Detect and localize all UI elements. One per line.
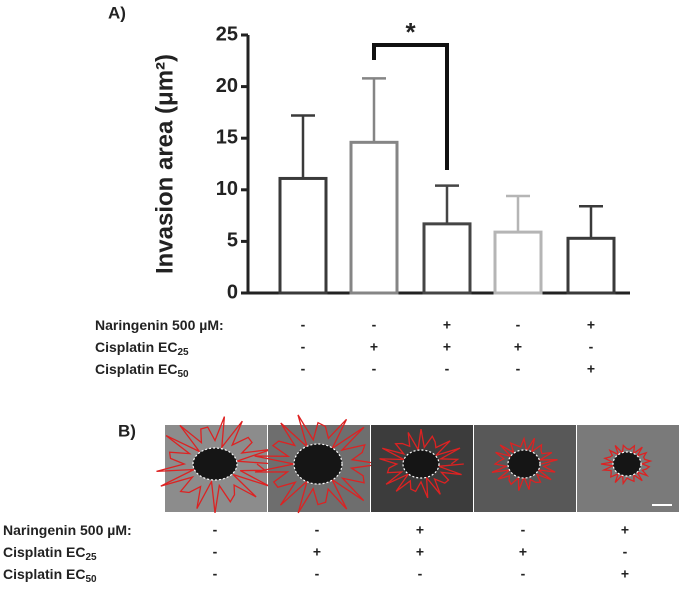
condition-name: Cisplatin EC (3, 566, 85, 582)
y-tick-label: 20 (216, 75, 238, 97)
condition-value: - (372, 317, 377, 333)
condition-name: Cisplatin EC (3, 544, 85, 560)
y-tick-label: 0 (227, 281, 238, 303)
condition-value: + (416, 522, 424, 538)
bar (349, 140, 399, 295)
condition-value: + (519, 544, 527, 560)
condition-value: + (621, 522, 629, 538)
microscopy-images (156, 414, 679, 514)
significance-bracket (372, 43, 449, 170)
condition-value: - (301, 339, 306, 355)
condition-value: + (621, 566, 629, 582)
condition-value: - (301, 317, 306, 333)
condition-label: Cisplatin EC25 (3, 544, 97, 563)
spheroid (402, 449, 440, 479)
bar (566, 236, 616, 295)
condition-value: - (315, 522, 320, 538)
significance-label: * (405, 17, 416, 47)
y-tick-label: 5 (227, 230, 238, 252)
condition-value: + (443, 317, 451, 333)
condition-value: + (587, 317, 595, 333)
condition-label: Naringenin 500 µM: (3, 522, 132, 538)
bar (278, 176, 328, 295)
condition-label: Cisplatin EC25 (95, 339, 189, 358)
condition-value: - (372, 361, 377, 377)
y-tick-label: 15 (216, 126, 238, 148)
condition-value: - (516, 361, 521, 377)
y-tick-label: 25 (216, 23, 238, 45)
condition-value: - (521, 566, 526, 582)
condition-value: + (443, 339, 451, 355)
condition-value: - (315, 566, 320, 582)
bar (422, 222, 472, 295)
invasion-outline (600, 444, 653, 486)
bar (493, 230, 543, 295)
condition-value: + (370, 339, 378, 355)
panel-label: A) (108, 3, 126, 22)
spheroid (507, 449, 541, 479)
spheroid (612, 451, 642, 477)
y-axis-label: Invasion area (μm²) (151, 54, 178, 274)
condition-subscript: 25 (177, 347, 189, 358)
condition-value: + (416, 544, 424, 560)
condition-name: Naringenin 500 µM: (3, 522, 132, 538)
condition-value: - (516, 317, 521, 333)
panel-label: B) (118, 421, 136, 440)
condition-value: - (589, 339, 594, 355)
condition-subscript: 25 (85, 552, 97, 563)
invasion-outline (379, 428, 464, 499)
condition-name: Naringenin 500 µM: (95, 317, 224, 333)
condition-value: - (213, 566, 218, 582)
condition-name: Cisplatin EC (95, 339, 177, 355)
y-tick-label: 10 (216, 178, 238, 200)
condition-value: - (623, 544, 628, 560)
condition-subscript: 50 (177, 369, 189, 380)
condition-label: Naringenin 500 µM: (95, 317, 224, 333)
invasion-outline (491, 436, 558, 491)
condition-value: + (587, 361, 595, 377)
condition-value: - (213, 544, 218, 560)
condition-value: - (213, 522, 218, 538)
condition-label: Cisplatin EC50 (95, 361, 189, 380)
condition-value: - (418, 566, 423, 582)
condition-name: Cisplatin EC (95, 361, 177, 377)
condition-value: - (521, 522, 526, 538)
invasion-outline (156, 416, 276, 514)
condition-value: - (445, 361, 450, 377)
condition-label: Cisplatin EC50 (3, 566, 97, 585)
condition-value: - (301, 361, 306, 377)
condition-value: + (313, 544, 321, 560)
condition-subscript: 50 (85, 574, 97, 585)
spheroid (192, 447, 238, 481)
condition-value: + (514, 339, 522, 355)
spheroid (293, 443, 343, 485)
